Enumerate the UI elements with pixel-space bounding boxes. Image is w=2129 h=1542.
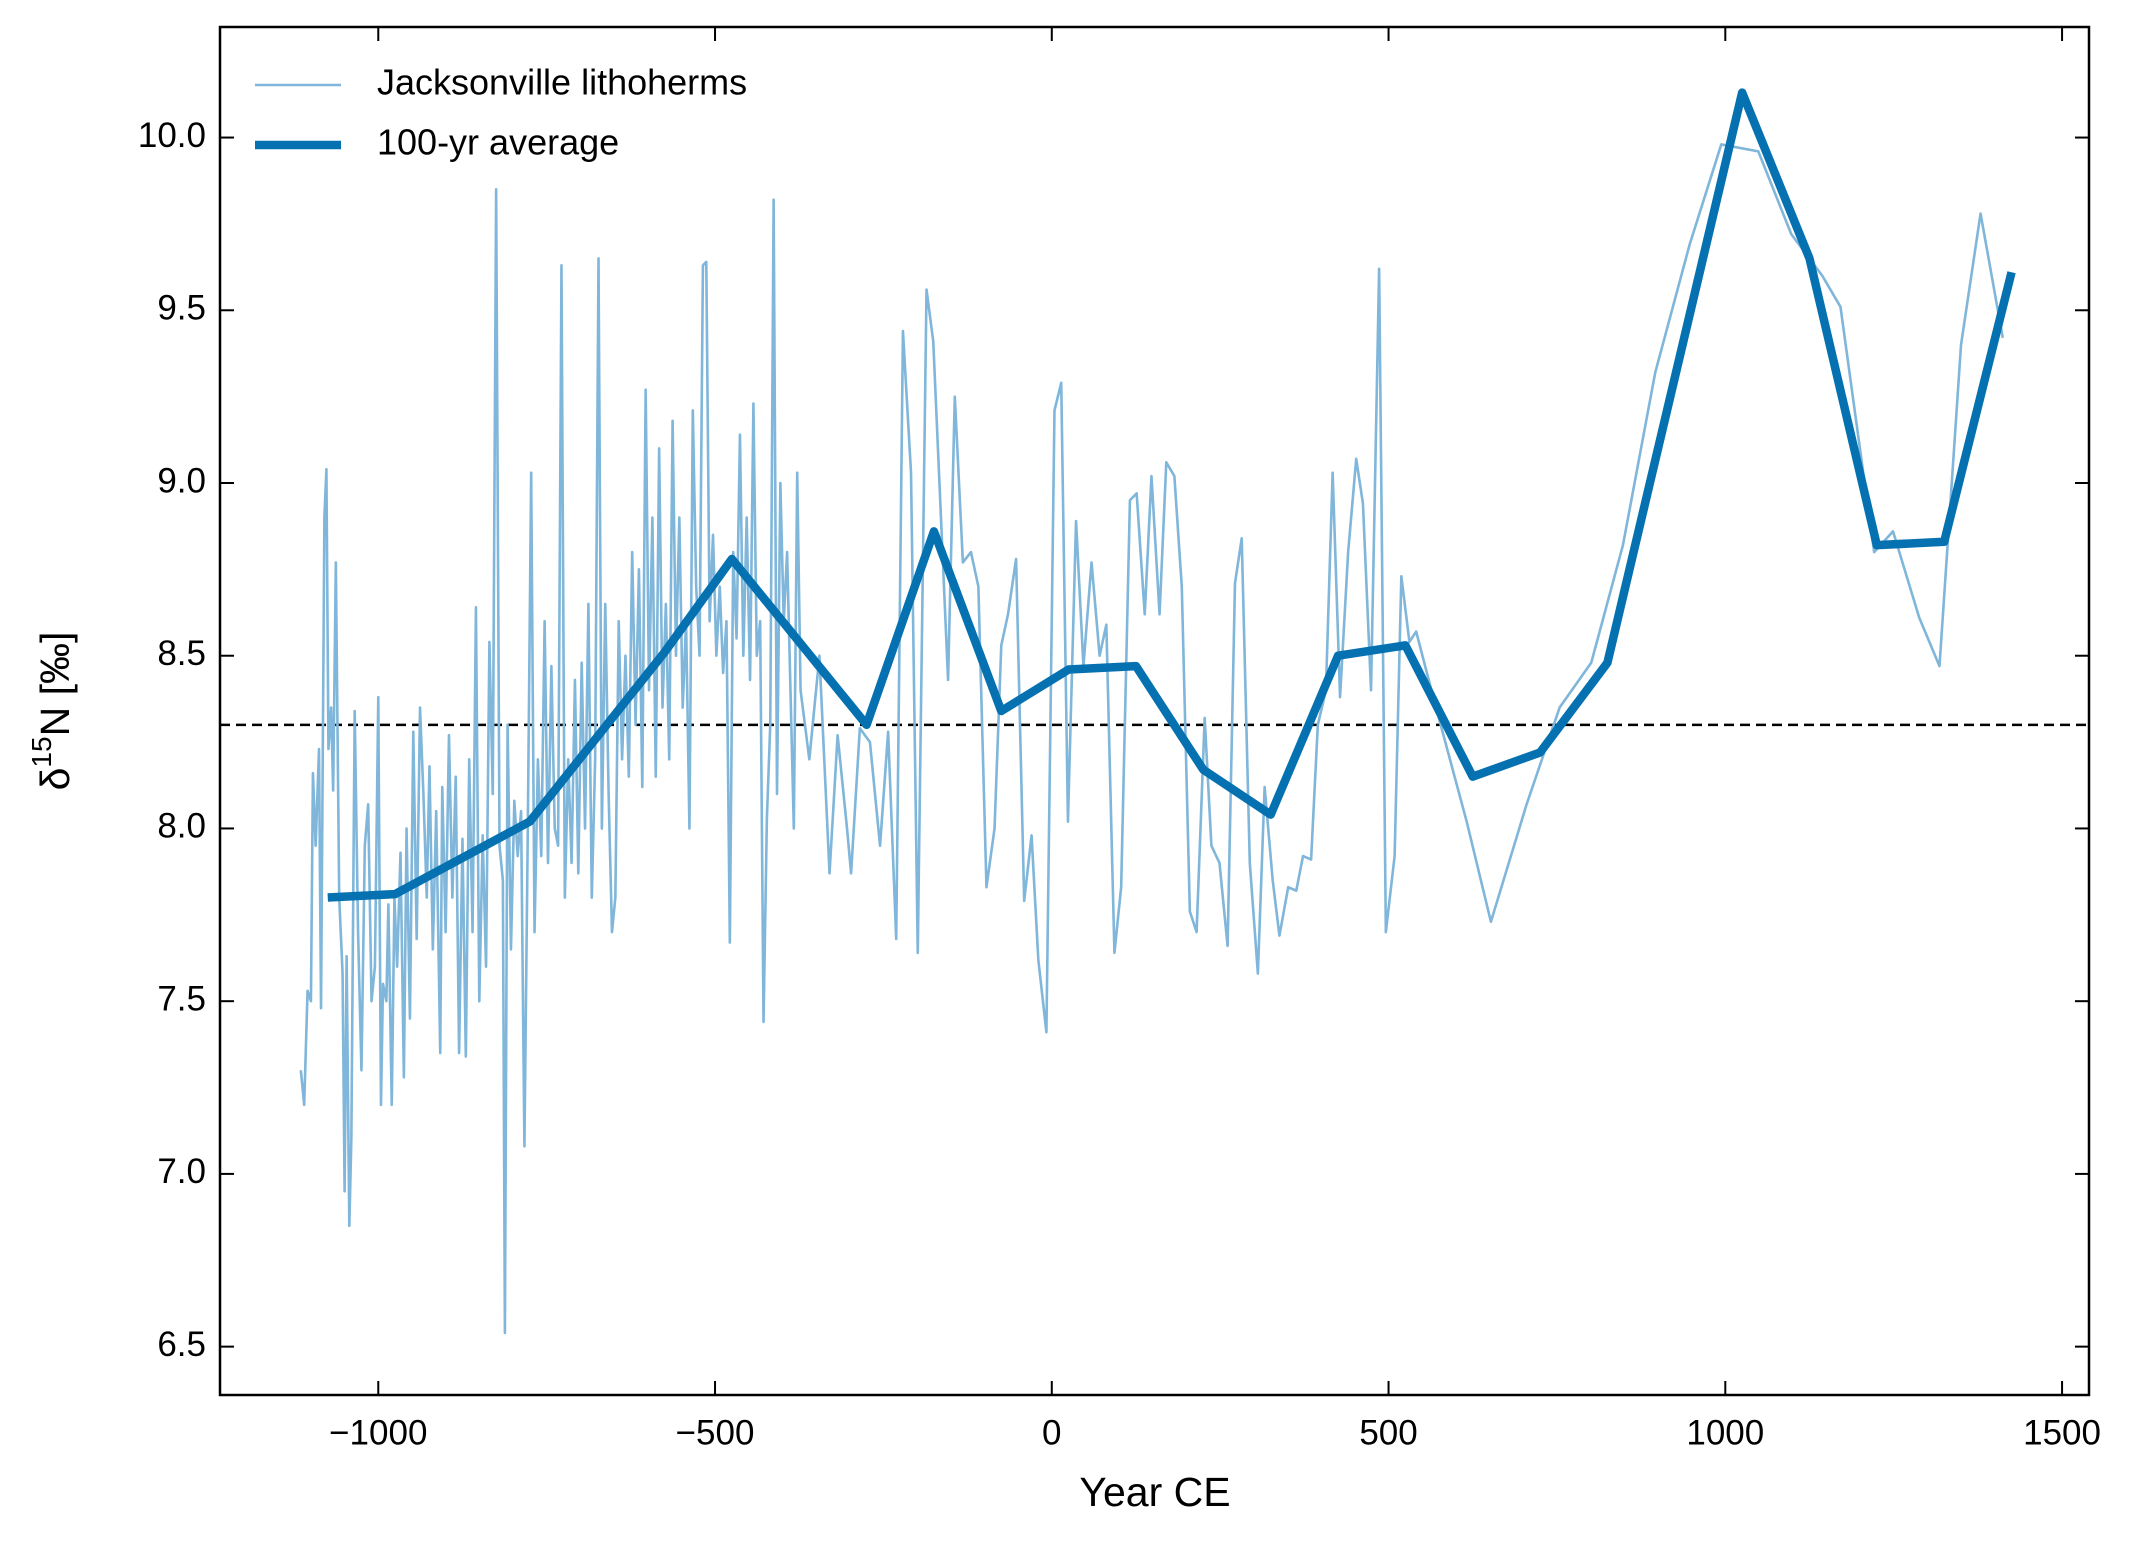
y-tick-label: 9.0 (157, 461, 206, 500)
plot-frame (218, 25, 2091, 1397)
x-tick-label: 500 (1359, 1413, 1417, 1452)
y-tick-label: 8.0 (157, 807, 206, 846)
legend-label: Jacksonville lithoherms (377, 62, 747, 103)
x-tick-label: −1000 (329, 1413, 427, 1452)
x-tick-label: 0 (1042, 1413, 1061, 1452)
x-axis-label: Year CE (1079, 1469, 1230, 1515)
y-tick-label: 7.5 (157, 979, 206, 1018)
y-tick-label: 10.0 (138, 116, 206, 155)
y-axis-label: δ15N [‰] (26, 632, 77, 791)
y-label-part: δ (32, 768, 78, 791)
series-line (299, 143, 2005, 1335)
x-tick-label: 1500 (2023, 1413, 2101, 1452)
x-tick-label: −500 (676, 1413, 755, 1452)
legend-label: 100-yr average (377, 122, 619, 163)
x-tick-label: 1000 (1686, 1413, 1764, 1452)
series-line (327, 88, 2016, 902)
y-tick-label: 8.5 (157, 634, 206, 673)
y-label-part: N [‰] (32, 632, 78, 737)
y-tick-label: 6.5 (157, 1325, 206, 1364)
y-tick-label: 9.5 (157, 289, 206, 328)
y-tick-label: 7.0 (157, 1152, 206, 1191)
y-label-superscript: 15 (26, 736, 57, 767)
